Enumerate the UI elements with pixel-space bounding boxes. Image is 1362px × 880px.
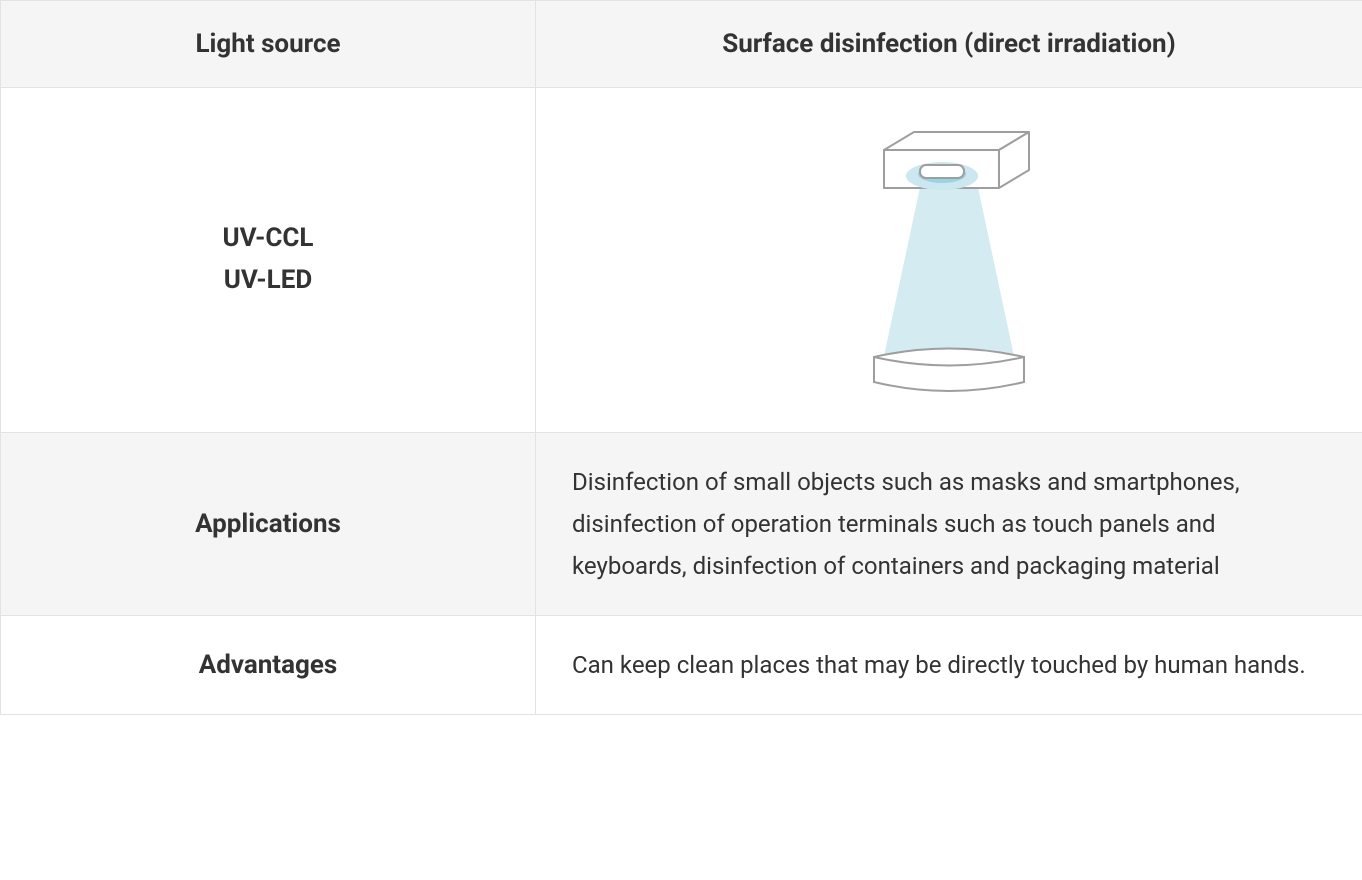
table-row-advantages: Advantages Can keep clean places that ma… <box>1 616 1362 715</box>
uv-irradiation-diagram <box>799 116 1099 404</box>
cell-diagram <box>536 88 1362 433</box>
uv-disinfection-table: Light source Surface disinfection (direc… <box>0 0 1362 715</box>
label-advantages: Advantages <box>1 616 536 715</box>
label-applications: Applications <box>1 433 536 616</box>
source-uvccl: UV-CCL <box>37 218 499 260</box>
source-uvled: UV-LED <box>37 260 499 302</box>
header-light-source: Light source <box>1 1 536 88</box>
cell-light-sources: UV-CCL UV-LED <box>1 88 536 433</box>
header-surface-disinfection: Surface disinfection (direct irradiation… <box>536 1 1362 88</box>
content-applications: Disinfection of small objects such as ma… <box>536 433 1362 616</box>
table-row-sources: UV-CCL UV-LED <box>1 88 1362 433</box>
content-advantages: Can keep clean places that may be direct… <box>536 616 1362 715</box>
table-row-applications: Applications Disinfection of small objec… <box>1 433 1362 616</box>
table-header-row: Light source Surface disinfection (direc… <box>1 1 1362 88</box>
